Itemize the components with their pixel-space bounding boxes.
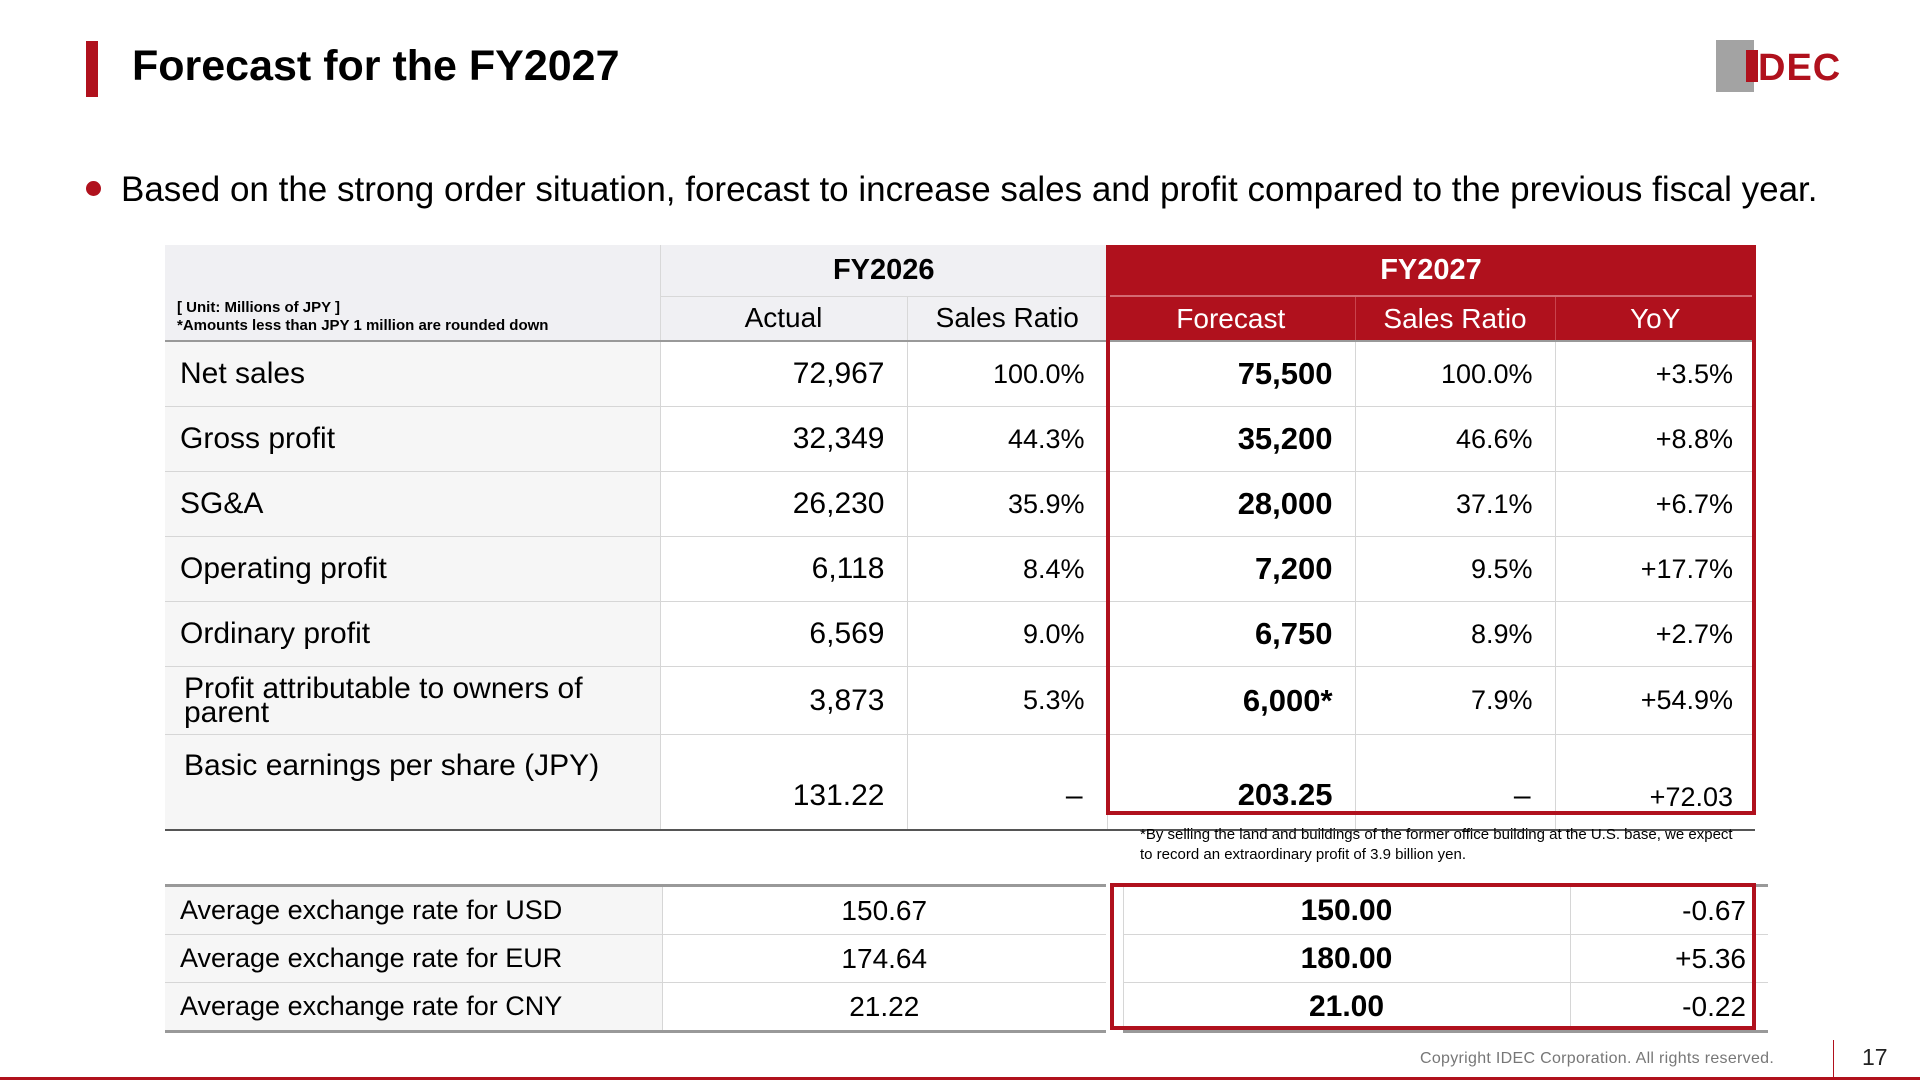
fy2027-header: FY2027 <box>1107 245 1756 296</box>
page-number-divider <box>1833 1040 1834 1077</box>
forecast-value: 7,200 <box>1106 536 1356 602</box>
actual-ratio: 8.4% <box>906 536 1108 602</box>
rounding-note: *Amounts less than JPY 1 million are rou… <box>177 317 549 334</box>
forecast-table: [ Unit: Millions of JPY ] *Amounts less … <box>165 245 1756 831</box>
fx-change: +5.36 <box>1569 934 1768 983</box>
table-row: Profit attributable to owners of parent … <box>165 666 1756 735</box>
exchange-rate-table: Average exchange rate for USD 150.67 150… <box>165 884 1768 1033</box>
forecast-ratio: 9.5% <box>1354 536 1556 602</box>
footnote: *By selling the land and buildings of th… <box>1140 826 1733 863</box>
col-forecast: Forecast <box>1107 295 1356 342</box>
title-accent-bar <box>86 41 98 97</box>
col-fy2027-sales-ratio: Sales Ratio <box>1354 295 1556 342</box>
table-row: Ordinary profit 6,569 9.0% 6,750 8.9% +2… <box>165 601 1756 667</box>
table-row: Gross profit 32,349 44.3% 35,200 46.6% +… <box>165 406 1756 472</box>
table-row: Average exchange rate for CNY 21.22 21.0… <box>165 982 1768 1033</box>
bullet-icon <box>86 181 101 197</box>
fx-gap <box>1106 885 1123 935</box>
summary-text: Based on the strong order situation, for… <box>121 170 1818 209</box>
actual-ratio: 35.9% <box>906 471 1108 537</box>
fx-fy2027-value: 21.00 <box>1122 982 1570 1033</box>
yoy-value: +8.8% <box>1554 406 1756 472</box>
actual-ratio: 100.0% <box>906 341 1108 407</box>
yoy-value: +17.7% <box>1554 536 1756 602</box>
forecast-value: 35,200 <box>1106 406 1356 472</box>
fx-gap <box>1106 934 1123 983</box>
forecast-ratio: 8.9% <box>1354 601 1556 667</box>
fx-change: -0.22 <box>1569 982 1768 1033</box>
forecast-value: 6,000* <box>1106 666 1356 735</box>
forecast-ratio: – <box>1354 734 1556 831</box>
footer-rule <box>0 1077 1920 1080</box>
col-yoy: YoY <box>1554 295 1756 342</box>
actual-ratio: 9.0% <box>906 601 1108 667</box>
page-title: Forecast for the FY2027 <box>132 42 620 90</box>
actual-value: 6,118 <box>659 536 907 602</box>
yoy-value: +6.7% <box>1554 471 1756 537</box>
fx-change: -0.67 <box>1569 884 1768 935</box>
forecast-ratio: 100.0% <box>1354 341 1556 407</box>
yoy-value: +72.03 <box>1554 734 1756 831</box>
forecast-value: 6,750 <box>1106 601 1356 667</box>
fy2026-header: FY2026 <box>659 245 1108 296</box>
col-actual: Actual <box>659 295 907 342</box>
fx-gap <box>1106 982 1123 1032</box>
forecast-ratio: 37.1% <box>1354 471 1556 537</box>
forecast-value: 203.25 <box>1106 734 1356 831</box>
forecast-ratio: 46.6% <box>1354 406 1556 472</box>
row-label: Ordinary profit <box>165 601 660 667</box>
yoy-value: +54.9% <box>1554 666 1756 735</box>
actual-ratio: – <box>906 734 1108 831</box>
row-label: SG&A <box>165 471 660 537</box>
unit-note-cell: [ Unit: Millions of JPY ] *Amounts less … <box>165 245 660 342</box>
row-label: Net sales <box>165 341 660 407</box>
col-fy2026-sales-ratio: Sales Ratio <box>906 295 1108 342</box>
forecast-value: 28,000 <box>1106 471 1356 537</box>
fx-fy2027-value: 150.00 <box>1122 884 1570 935</box>
actual-ratio: 44.3% <box>906 406 1108 472</box>
fx-fy2026-value: 150.67 <box>661 884 1106 935</box>
yoy-value: +3.5% <box>1554 341 1756 407</box>
fx-label: Average exchange rate for CNY <box>165 982 662 1033</box>
fx-fy2026-value: 21.22 <box>661 982 1106 1033</box>
actual-value: 26,230 <box>659 471 907 537</box>
row-label: Profit attributable to owners of parent <box>165 666 660 735</box>
fx-fy2027-value: 180.00 <box>1122 934 1570 983</box>
actual-value: 32,349 <box>659 406 907 472</box>
fx-fy2026-value: 174.64 <box>661 934 1106 983</box>
yoy-value: +2.7% <box>1554 601 1756 667</box>
summary-bullet: Based on the strong order situation, for… <box>86 166 1818 214</box>
actual-ratio: 5.3% <box>906 666 1108 735</box>
actual-value: 6,569 <box>659 601 907 667</box>
row-label: Basic earnings per share (JPY) <box>165 734 660 831</box>
idec-logo: DEC <box>1716 40 1841 92</box>
unit-note: [ Unit: Millions of JPY ] <box>177 299 341 316</box>
table-row: Operating profit 6,118 8.4% 7,200 9.5% +… <box>165 536 1756 602</box>
page-number: 17 <box>1862 1044 1888 1070</box>
table-row: SG&A 26,230 35.9% 28,000 37.1% +6.7% <box>165 471 1756 537</box>
row-label: Gross profit <box>165 406 660 472</box>
actual-value: 3,873 <box>659 666 907 735</box>
forecast-value: 75,500 <box>1106 341 1356 407</box>
fx-label: Average exchange rate for EUR <box>165 934 662 983</box>
table-row: Average exchange rate for EUR 174.64 180… <box>165 934 1768 983</box>
fx-label: Average exchange rate for USD <box>165 884 662 935</box>
actual-value: 72,967 <box>659 341 907 407</box>
table-row: Net sales 72,967 100.0% 75,500 100.0% +3… <box>165 341 1756 407</box>
table-row: Basic earnings per share (JPY) 131.22 – … <box>165 734 1756 831</box>
row-label: Operating profit <box>165 536 660 602</box>
forecast-ratio: 7.9% <box>1354 666 1556 735</box>
actual-value: 131.22 <box>659 734 907 831</box>
table-row: Average exchange rate for USD 150.67 150… <box>165 884 1768 935</box>
copyright: Copyright IDEC Corporation. All rights r… <box>1420 1050 1775 1067</box>
svg-text:DEC: DEC <box>1758 47 1841 89</box>
